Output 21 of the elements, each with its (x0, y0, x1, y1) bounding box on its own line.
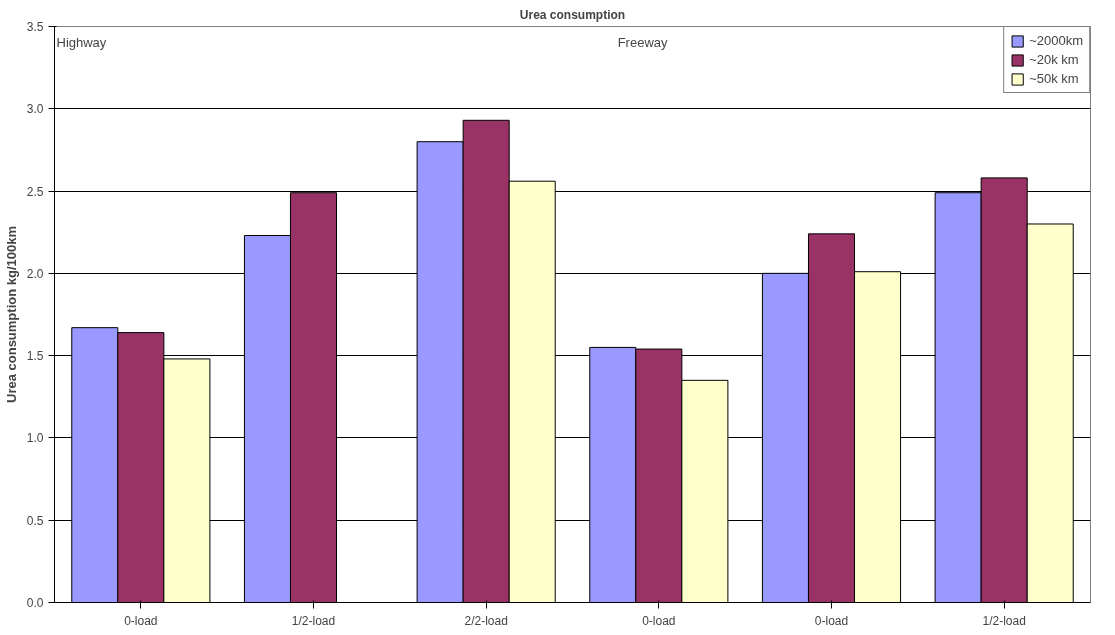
annotation: Freeway (617, 34, 669, 50)
y-tick-label: 1.5 (26, 349, 44, 364)
x-tick-label: 2/2-load (464, 613, 508, 628)
y-tick-label: 2.5 (26, 184, 44, 199)
y-tick-label: 1.0 (26, 431, 44, 446)
x-tick-label: 0-load (642, 613, 676, 628)
chart-title: Urea consumption (519, 7, 626, 22)
legend-label: ~50k km (1029, 71, 1079, 86)
y-tick-label: 2.0 (26, 266, 44, 281)
y-tick-label: 3.5 (26, 20, 44, 34)
legend-label: ~20k km (1029, 52, 1079, 67)
x-tick-label: 1/2-load (291, 613, 336, 628)
y-tick-label: 3.0 (26, 102, 44, 117)
legend-label: ~2000km (1029, 33, 1083, 48)
x-tick-label: 1/2-load (982, 613, 1026, 628)
x-tick-label: 0-load (814, 613, 849, 628)
y-tick-label: 0.0 (26, 596, 44, 610)
y-axis-title: Urea consumption kg/100km (3, 226, 19, 403)
x-tick-label: 0-load (124, 613, 158, 628)
annotation: Highway (56, 34, 107, 50)
y-tick-label: 0.5 (26, 513, 44, 528)
